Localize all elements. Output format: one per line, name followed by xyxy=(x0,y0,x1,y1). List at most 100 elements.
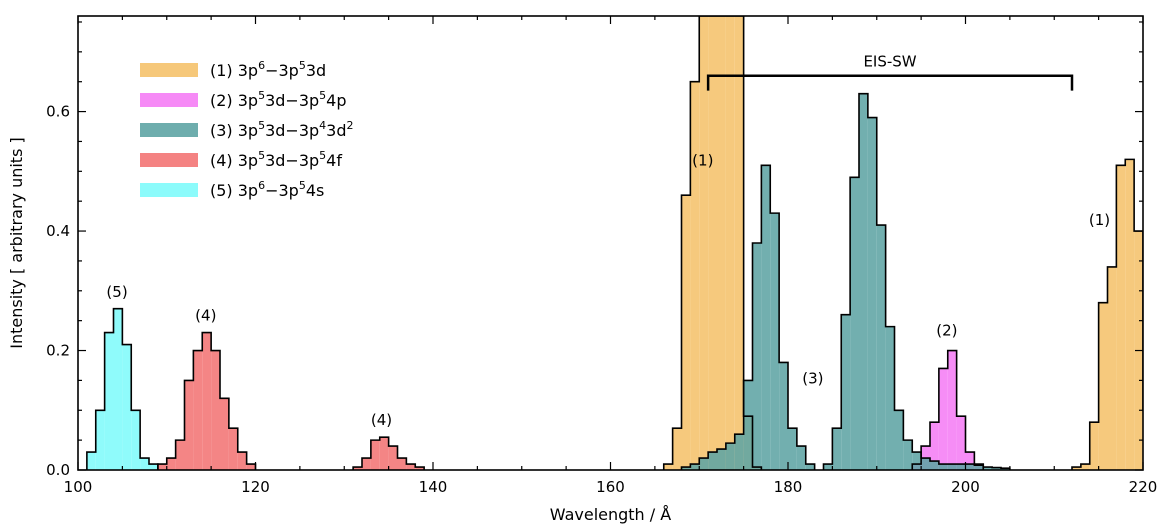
s3-bar xyxy=(699,458,709,470)
s5-bar xyxy=(95,410,105,470)
axes: 100 120 140 160 180 200 220 0.0 0.2 0.4 0.6 xyxy=(46,15,1158,496)
legend-text-part: (5) 3p xyxy=(210,181,258,200)
x-tick-label: 220 xyxy=(1129,478,1158,496)
y-tick-label: 0.4 xyxy=(46,222,70,240)
s2-legend-label: (2) 3p53d−3p54p xyxy=(210,89,347,110)
s3-bar xyxy=(796,446,806,470)
s3-bar xyxy=(912,452,922,470)
s4-bar xyxy=(166,458,176,470)
s4-bar xyxy=(415,467,425,470)
s5-bar xyxy=(113,308,123,470)
legend-superscript: 5 xyxy=(319,149,326,162)
legend-text-part: 3d xyxy=(306,61,326,80)
s2-bar xyxy=(938,368,948,470)
s3-bar xyxy=(894,410,904,470)
legend-text-part: (1) 3p xyxy=(210,61,258,80)
s4-legend-label: (4) 3p53d−3p54f xyxy=(210,149,342,170)
legend-superscript: 6 xyxy=(258,59,265,72)
s3-bar xyxy=(850,177,859,470)
legend-text-part: 3d−3p xyxy=(265,91,319,110)
s2-outline xyxy=(911,349,985,470)
s5-bar xyxy=(122,344,132,470)
peak-label: (5) xyxy=(106,283,127,301)
s4-bar xyxy=(157,464,167,470)
s3-bar xyxy=(681,467,691,470)
s3-bar xyxy=(752,243,762,470)
s4-bar xyxy=(237,452,247,470)
s4-bar xyxy=(211,350,220,470)
peak-label: (1) xyxy=(1089,211,1110,229)
s1-legend-label: (1) 3p6−3p53d xyxy=(210,59,326,80)
legend-text-part: 4p xyxy=(326,91,346,110)
x-tick-label: 100 xyxy=(64,478,93,496)
s2-bar xyxy=(965,452,975,470)
s5-legend-label: (5) 3p6−3p54s xyxy=(210,179,324,200)
plot-frame xyxy=(77,15,1144,471)
s4-bar xyxy=(406,464,416,470)
s3-legend-swatch xyxy=(140,123,198,137)
peak-label: (1) xyxy=(692,151,713,169)
s1-bar xyxy=(1107,266,1117,470)
s1-bar xyxy=(1072,467,1081,470)
legend-superscript: 4 xyxy=(319,119,326,132)
s1-bar xyxy=(1143,410,1152,470)
x-tick-label: 140 xyxy=(419,478,448,496)
s3-bar xyxy=(983,467,993,470)
s5-bar xyxy=(149,464,158,470)
s3-bar xyxy=(859,93,868,470)
s4-bar xyxy=(175,440,185,470)
histogram-bars xyxy=(86,16,1152,470)
s2-bar xyxy=(947,350,957,470)
s4-bar xyxy=(370,440,380,470)
legend-text-part: 3d−3p xyxy=(265,121,319,140)
s1-bar xyxy=(734,16,744,470)
x-axis-label: Wavelength / Å xyxy=(550,505,671,524)
s3-bar xyxy=(876,225,886,470)
s3-bar xyxy=(867,117,877,470)
s3-legend-label: (3) 3p53d−3p43d2 xyxy=(210,119,354,140)
legend-text-part: 3d−3p xyxy=(265,151,319,170)
s1-bar xyxy=(699,16,709,470)
legend-superscript: 5 xyxy=(319,89,326,102)
s3-bar xyxy=(930,461,939,470)
s3-bar xyxy=(921,458,930,470)
s1-legend-swatch xyxy=(140,63,198,77)
s5-bar xyxy=(104,332,114,470)
y-tick-label: 0.2 xyxy=(46,342,70,360)
eis-sw-bracket: EIS-SW xyxy=(706,53,1074,91)
legend-text-part: −3p xyxy=(265,61,299,80)
s3-bar xyxy=(974,465,984,470)
s3-bar xyxy=(743,380,753,470)
legend-text-part: (3) 3p xyxy=(210,121,258,140)
s3-bar xyxy=(1001,468,1010,470)
legend-superscript: 5 xyxy=(258,89,265,102)
s4-legend-swatch xyxy=(140,153,198,167)
s5-outline xyxy=(86,307,159,470)
x-tick-label: 160 xyxy=(596,478,625,496)
s1-bar xyxy=(681,195,691,470)
s4-bar xyxy=(397,458,407,470)
peak-label: (4) xyxy=(195,307,216,325)
s1-bar xyxy=(1125,159,1135,470)
s2-bar xyxy=(930,422,939,470)
s3-bar xyxy=(690,464,700,470)
s3-bar xyxy=(965,464,975,470)
x-tick-label: 180 xyxy=(774,478,803,496)
s4-bar xyxy=(379,437,389,470)
x-tick-label: 120 xyxy=(241,478,270,496)
y-tick-label: 0.6 xyxy=(46,103,70,121)
s1-bar xyxy=(725,16,735,470)
s4-bar xyxy=(246,464,256,470)
s3-bar xyxy=(947,464,957,470)
s3-bar xyxy=(832,428,842,470)
legend: (1) 3p6−3p53d(2) 3p53d−3p54p(3) 3p53d−3p… xyxy=(140,59,354,200)
s4-bar xyxy=(228,428,238,470)
s5-legend-swatch xyxy=(140,183,198,197)
s4-bar xyxy=(184,380,194,470)
legend-text-part: 4s xyxy=(306,181,325,200)
s3-bar xyxy=(938,464,948,470)
bracket-label: EIS-SW xyxy=(863,53,916,71)
legend-superscript: 6 xyxy=(258,179,265,192)
x-tick-label: 200 xyxy=(951,478,980,496)
